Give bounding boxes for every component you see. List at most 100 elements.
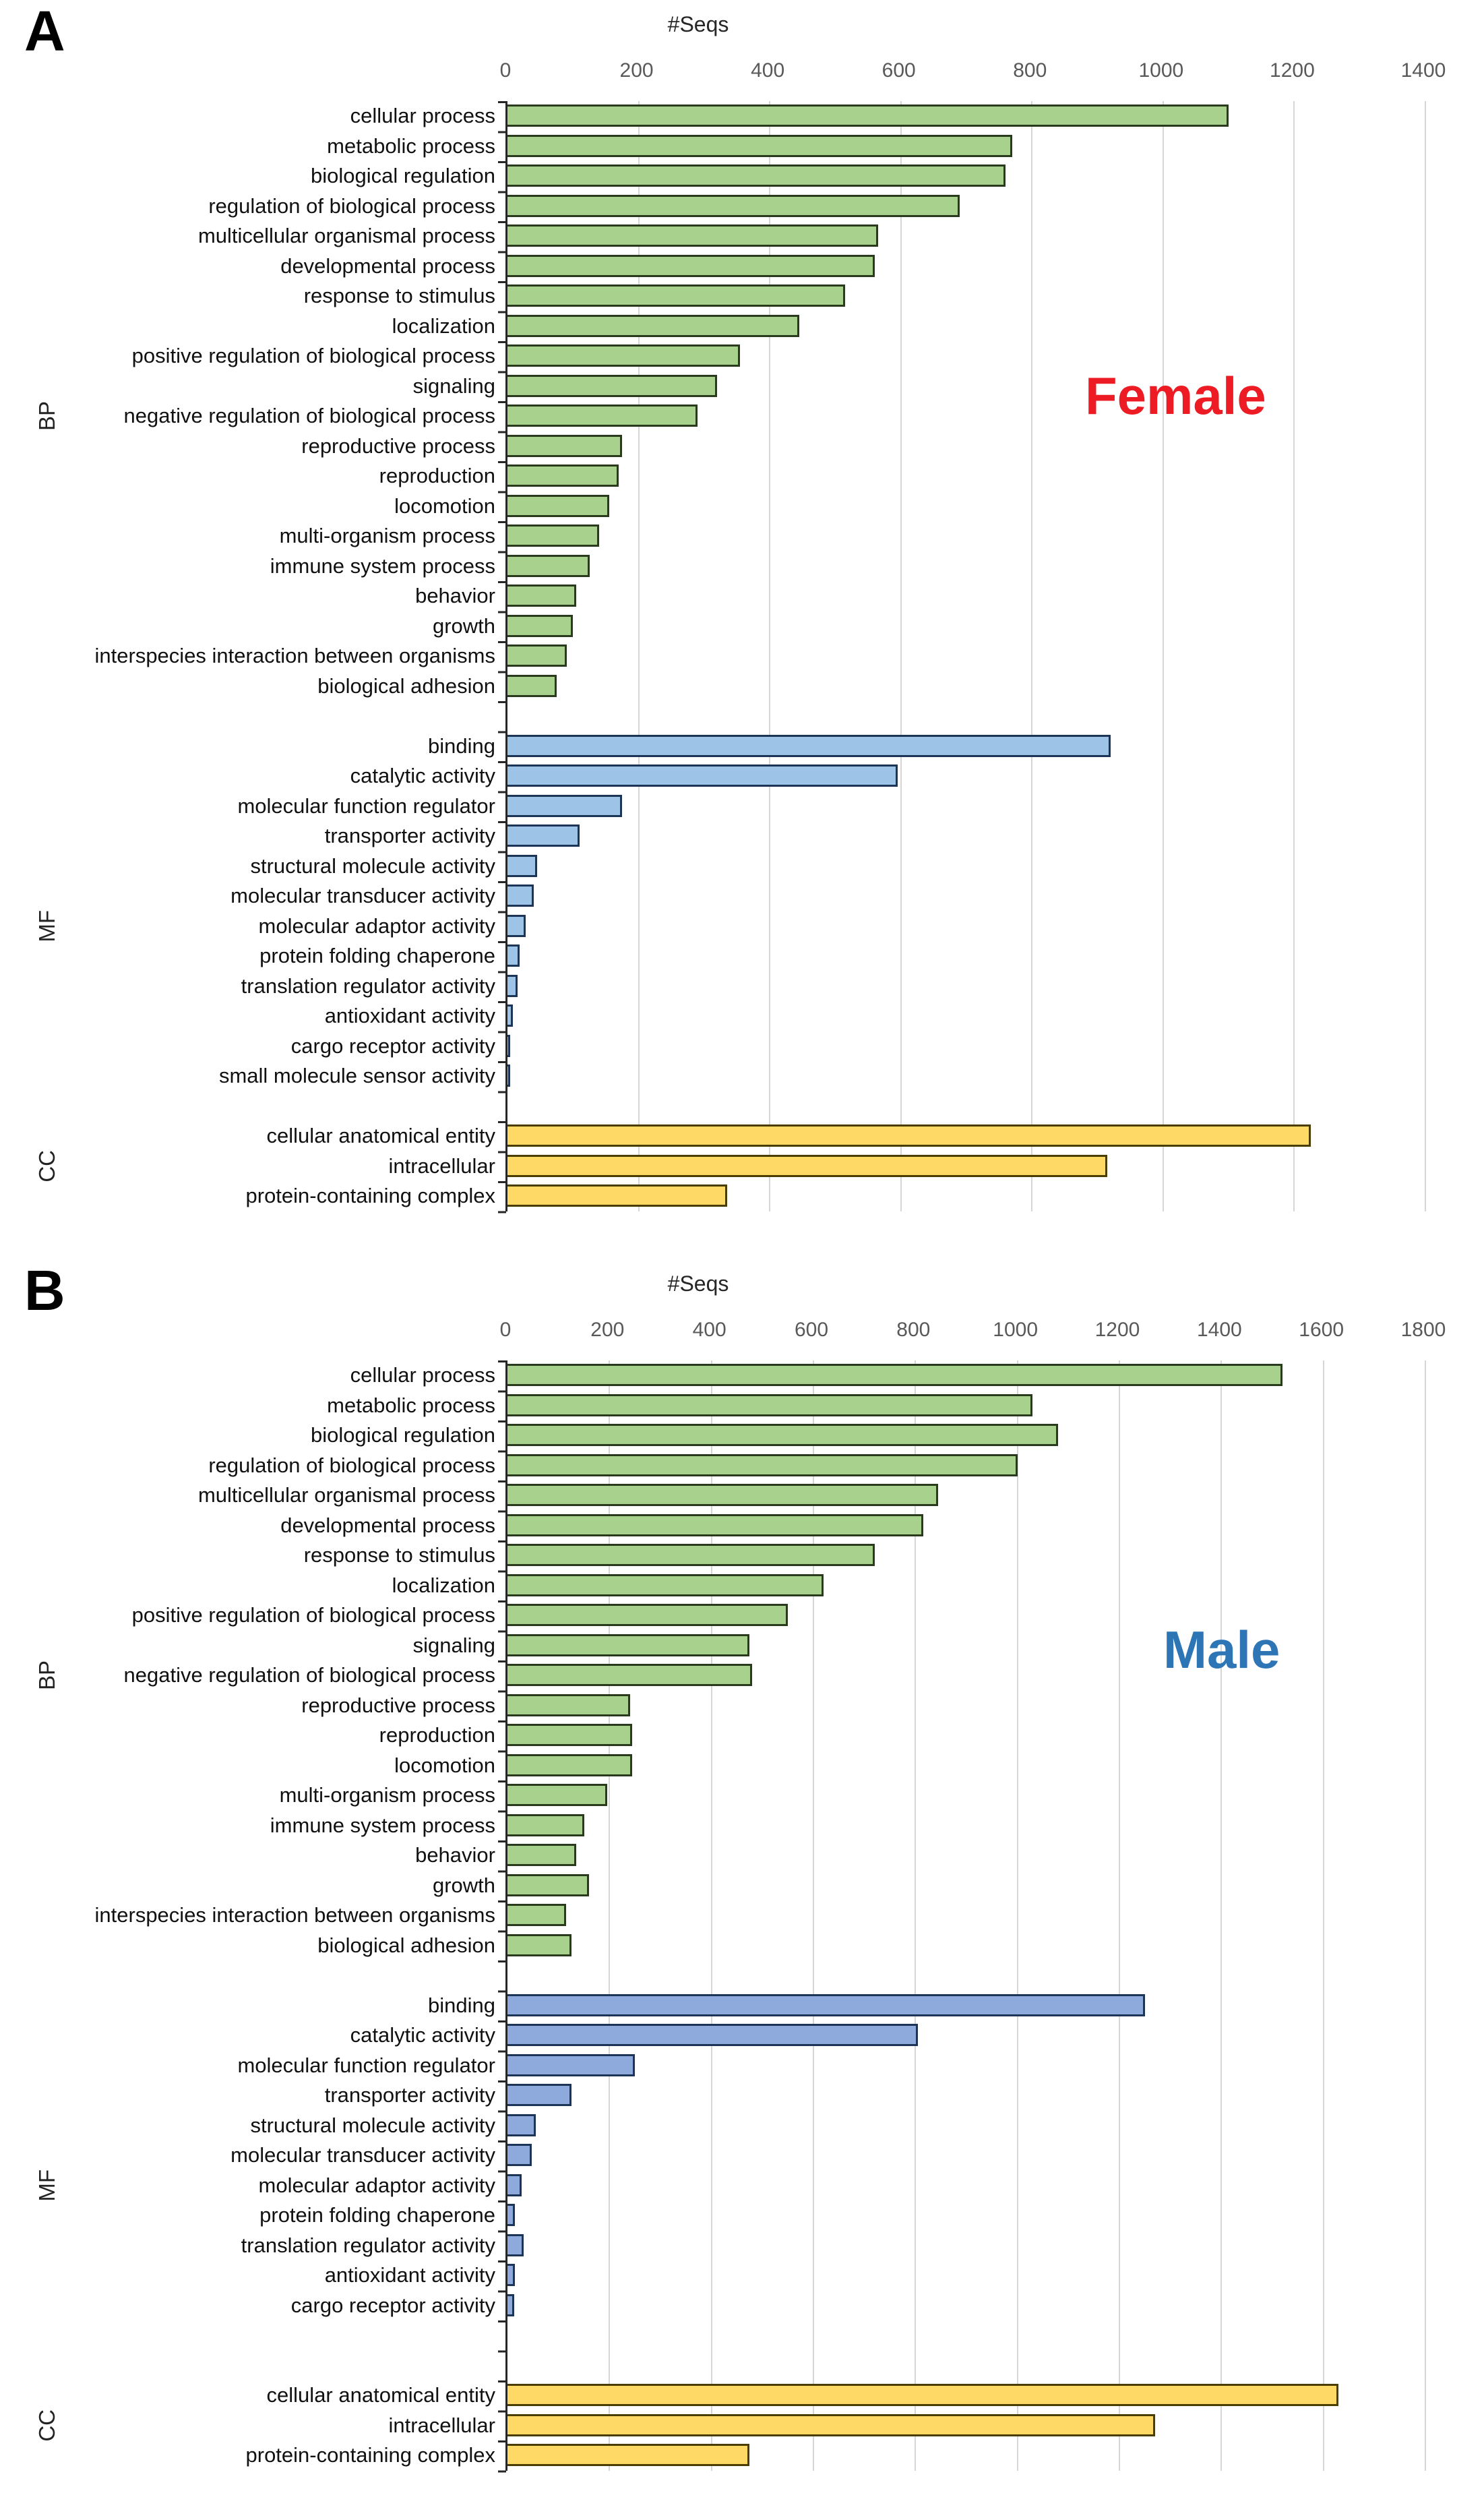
category-label: developmental process: [280, 253, 495, 278]
group-axis-label-text: MF: [34, 909, 59, 942]
category-label: immune system process: [270, 553, 495, 578]
bar-row: locomotion: [394, 491, 1425, 522]
bar: [507, 1604, 789, 1626]
axis-tick-label: 1800: [1400, 1319, 1446, 1341]
sample-label: Female: [1085, 366, 1266, 425]
bar-row: metabolic process: [327, 1391, 1425, 1421]
y-axis-tickmarks: [498, 1360, 506, 2473]
category-label: growth: [432, 613, 495, 638]
category-label: locomotion: [394, 493, 495, 518]
x-axis-title-text: #Seqs: [667, 12, 729, 36]
bar-row: negative regulation of biological proces…: [124, 1660, 1425, 1691]
category-label: regulation of biological process: [208, 193, 495, 218]
category-label: protein folding chaperone: [259, 2203, 495, 2227]
bar: [507, 2384, 1339, 2406]
panel-letter: A: [24, 0, 65, 63]
bar-row: developmental process: [280, 1511, 1425, 1541]
bar-row: biological regulation: [311, 1420, 1425, 1451]
category-label: catalytic activity: [350, 764, 495, 788]
bar: [507, 1034, 510, 1057]
gridline: [1016, 1360, 1018, 2471]
gridline: [769, 101, 771, 1211]
bar-row: antioxidant activity: [325, 2260, 1425, 2291]
bar: [507, 1513, 923, 1536]
bar: [507, 1393, 1033, 1416]
bar: [507, 794, 623, 817]
axis-tick-label: 1200: [1270, 59, 1315, 82]
bar-row: intracellular: [388, 2411, 1425, 2441]
axis-tick-label: 600: [882, 59, 916, 82]
bar-row: molecular transducer activity: [230, 881, 1425, 911]
category-label: intracellular: [388, 1153, 495, 1178]
category-label: negative regulation of biological proces…: [123, 404, 495, 428]
bar-row: regulation of biological process: [208, 1451, 1425, 1481]
bar-row: molecular adaptor activity: [259, 2171, 1425, 2201]
sample-label: Male: [1163, 1620, 1280, 1679]
category-label: behavior: [415, 1843, 495, 1867]
category-label: molecular transducer activity: [230, 884, 495, 908]
group-axis-label-text: CC: [34, 2409, 59, 2442]
bar-row: cargo receptor activity: [291, 1031, 1425, 1062]
bar-row: signaling: [413, 371, 1425, 402]
bar-row: small molecule sensor activity: [219, 1061, 1425, 1091]
bar: [507, 1724, 633, 1746]
bar-row: translation regulator activity: [241, 2231, 1425, 2261]
group-bp: BP cellular process metabolic process biolo…: [34, 101, 1425, 731]
bar-row: molecular function regulator: [237, 791, 1425, 822]
category-label: binding: [428, 1993, 495, 2017]
bar-row: reproduction: [379, 461, 1425, 491]
axis-tick-label: 400: [751, 59, 785, 82]
group-mf: MF binding catalytic activity molecular fun…: [34, 731, 1425, 1122]
bar: [507, 254, 875, 277]
axis-tick-label: 800: [1013, 59, 1047, 82]
gridline: [1118, 1360, 1120, 2471]
bar: [507, 1184, 727, 1207]
bar: [507, 1633, 750, 1656]
spacer-row: [507, 2351, 1425, 2381]
plot-area: BP cellular process metabolic process biolo…: [34, 1360, 1426, 2473]
bar-row: immune system process: [270, 1811, 1425, 1841]
x-axis-title-text: #Seqs: [667, 1271, 729, 1296]
bar-row: cellular anatomical entity: [267, 1121, 1425, 1151]
bar: [507, 1064, 510, 1087]
category-label: cellular process: [350, 104, 495, 128]
bar-row: multicellular organismal process: [198, 221, 1425, 251]
spacer-row: [507, 1091, 1425, 1122]
category-label: cargo receptor activity: [290, 1033, 495, 1058]
bar: [507, 1573, 824, 1596]
category-label: small molecule sensor activity: [218, 1064, 495, 1088]
category-label: binding: [428, 733, 495, 758]
category-label: structural molecule activity: [250, 2113, 495, 2137]
group-axis-label: BP: [32, 1360, 62, 1991]
spacer-row: [507, 701, 1425, 731]
gridline: [1220, 1360, 1223, 2471]
bar: [507, 464, 619, 487]
bar: [507, 1453, 1018, 1476]
bar-row: interspecies interaction between organis…: [95, 641, 1425, 671]
bar: [507, 1693, 630, 1716]
bar: [507, 2233, 524, 2256]
bar: [507, 584, 577, 607]
category-label: behavior: [415, 584, 495, 608]
bar-row: multi-organism process: [280, 521, 1425, 551]
bar-row: localization: [392, 311, 1425, 342]
bar-row: localization: [392, 1571, 1425, 1601]
category-label: cellular anatomical entity: [266, 2383, 495, 2407]
bar-row: behavior: [415, 581, 1425, 611]
bar-row: interspecies interaction between organis…: [95, 1900, 1425, 1931]
bar: [507, 1993, 1145, 2016]
bar-row: negative regulation of biological proces…: [124, 401, 1425, 431]
bar: [507, 824, 580, 847]
category-label: translation regulator activity: [241, 973, 495, 998]
group-cc: CC cellular anatomical entity intracellula…: [34, 1121, 1425, 1211]
category-label: interspecies interaction between organis…: [94, 644, 495, 668]
bar: [507, 884, 534, 907]
group-axis-label: CC: [32, 1121, 62, 1211]
bar: [507, 2444, 750, 2466]
bar-row: catalytic activity: [350, 761, 1425, 791]
panel-letter: B: [24, 1259, 65, 1322]
bar-row: growth: [433, 611, 1425, 642]
gridline: [609, 1360, 611, 2471]
category-label: reproductive process: [301, 433, 495, 458]
group-axis-label-text: BP: [34, 401, 59, 431]
